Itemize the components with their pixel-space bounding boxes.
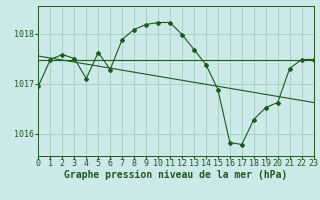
X-axis label: Graphe pression niveau de la mer (hPa): Graphe pression niveau de la mer (hPa) <box>64 170 288 180</box>
